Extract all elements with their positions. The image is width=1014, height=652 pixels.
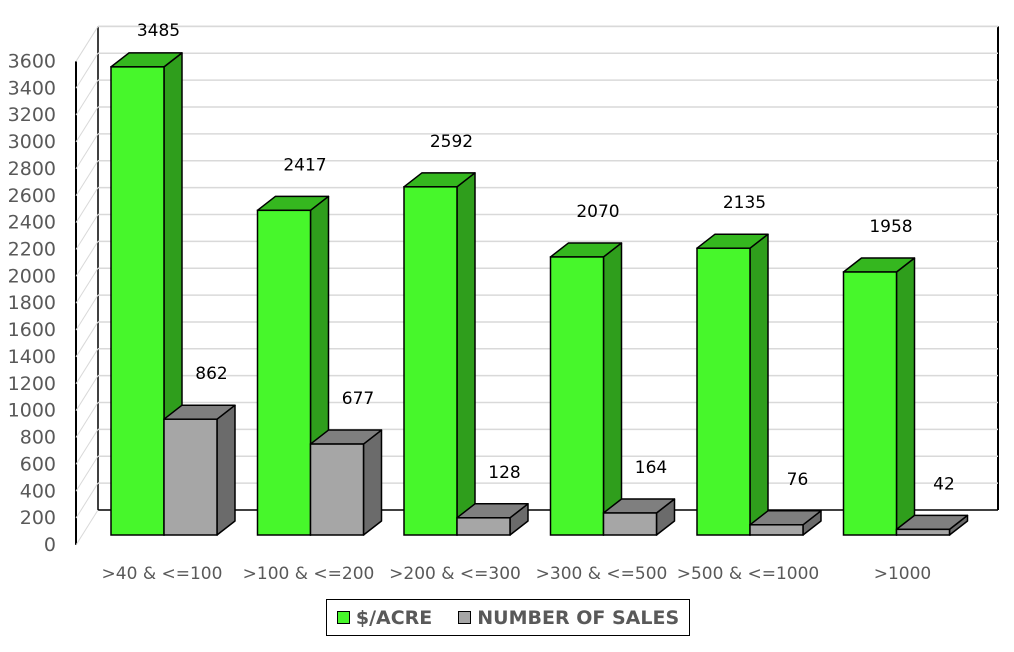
x-tick-label: >40 & <=100: [102, 564, 223, 584]
side-gridline: [75, 402, 99, 438]
bar-number-of-sales: [895, 528, 951, 536]
data-label: 2135: [723, 193, 766, 213]
legend: $/ACRE NUMBER OF SALES: [326, 599, 690, 636]
bar-chart: 0 200 400 600 800 1000 1200 1400 1600 1800 2000 220…: [8, 21, 999, 584]
data-label: 42: [933, 474, 955, 494]
data-label: 164: [635, 458, 667, 478]
side-gridline: [75, 160, 99, 197]
bars: [110, 52, 969, 536]
bar-side-face: [749, 233, 769, 536]
bar-side-face: [895, 257, 916, 536]
side-gridline: [75, 241, 99, 277]
x-axis: >40 & <=100 >100 & <=200 >200 & <=300 >300 …: [102, 564, 932, 584]
y-tick-label: 2400: [8, 212, 56, 234]
side-gridline: [75, 294, 99, 331]
side-gridline: [75, 482, 99, 519]
y-tick-label: 3400: [8, 77, 56, 99]
side-gridline: [75, 429, 99, 465]
side-gridline: [75, 214, 99, 250]
y-tick-label: 2000: [8, 265, 56, 287]
y-tick-label: 1400: [8, 346, 56, 368]
bar-side-face: [456, 172, 476, 536]
y-tick-label: 2800: [8, 158, 56, 180]
y-tick-label: 3200: [8, 104, 56, 126]
y-tick-label: 1200: [8, 373, 56, 395]
y-axis: 0 200 400 600 800 1000 1200 1400 1600 1800 2000 220…: [8, 50, 56, 556]
data-label: 2070: [576, 202, 619, 222]
side-gridline: [75, 133, 99, 170]
x-tick-label: >1000: [874, 564, 932, 584]
y-tick-label: 1600: [8, 319, 56, 341]
bar-acre: [256, 209, 312, 536]
side-gridline: [75, 348, 99, 385]
legend-item-sales: NUMBER OF SALES: [458, 607, 679, 629]
y-tick-label: 400: [20, 480, 56, 502]
bar-number-of-sales: [602, 512, 658, 536]
y-tick-label: 3000: [8, 131, 56, 153]
side-gridline: [75, 53, 99, 89]
x-tick-label: >500 & <=1000: [677, 564, 820, 584]
y-tick-label: 600: [20, 453, 56, 475]
side-gridline: [75, 321, 99, 358]
bar-acre: [403, 186, 458, 536]
side-gridline: [75, 267, 99, 304]
bar-acre: [549, 256, 605, 536]
data-label: 76: [787, 470, 809, 490]
y-tick-label: 2600: [8, 185, 56, 207]
y-tick-label: 200: [20, 507, 56, 529]
y-tick-label: 1000: [8, 400, 56, 422]
bar-number-of-sales: [749, 524, 804, 536]
bar-number-of-sales: [309, 443, 365, 536]
data-label: 862: [195, 364, 227, 384]
data-label: 2592: [430, 132, 473, 152]
legend-item-acre: $/ACRE: [336, 606, 433, 629]
side-gridline: [75, 106, 99, 143]
x-tick-label: >300 & <=500: [536, 564, 668, 584]
legend-label-acre: $/ACRE: [355, 606, 433, 629]
side-gridline: [75, 456, 99, 492]
data-label: 2417: [283, 155, 326, 175]
y-tick-label: 2200: [8, 238, 56, 260]
legend-swatch-acre: [336, 611, 350, 624]
y-tick-label: 3600: [8, 50, 56, 72]
data-label: 3485: [137, 21, 180, 41]
data-labels: 3485 862 2417 677 2592 128 2070 164 2135 76 1958 42: [137, 21, 955, 494]
y-tick-label: 800: [20, 427, 56, 449]
bar-number-of-sales: [456, 517, 511, 536]
side-gridline: [75, 509, 99, 546]
side-gridline: [75, 375, 99, 411]
side-gridline: [75, 79, 99, 116]
data-label: 128: [488, 463, 520, 483]
bar-acre: [110, 66, 165, 536]
x-tick-label: >100 & <=200: [243, 564, 375, 584]
bar-side-face: [216, 404, 236, 536]
bar-side-face: [362, 429, 383, 536]
y-tick-label: 1800: [8, 292, 56, 314]
y-tick-label: 0: [44, 534, 56, 556]
data-label: 677: [342, 389, 374, 409]
data-label: 1958: [869, 217, 912, 237]
legend-label-sales: NUMBER OF SALES: [477, 606, 680, 629]
bar-side-face: [602, 242, 623, 536]
bar-acre: [842, 271, 898, 536]
side-gridline: [75, 187, 99, 223]
bar-number-of-sales: [163, 418, 218, 536]
bar-acre: [696, 247, 751, 536]
x-tick-label: >200 & <=300: [389, 564, 521, 584]
side-gridline: [75, 26, 99, 62]
legend-swatch-sales: [458, 611, 472, 624]
